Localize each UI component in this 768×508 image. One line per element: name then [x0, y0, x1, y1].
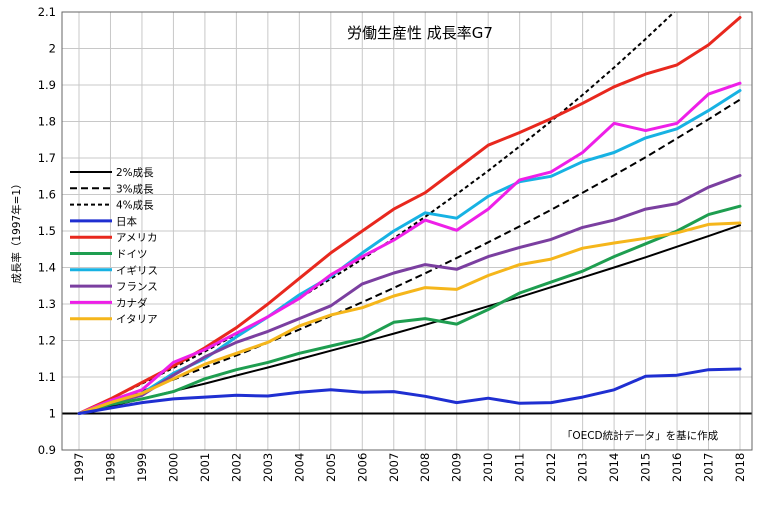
x-axis-ticks: 1997 1998 1999 2000 2001 2002 2003 2004 2005 2006…: [72, 453, 747, 482]
legend-label: 4%成長: [116, 200, 154, 212]
y-tick-label: 0.9: [38, 443, 56, 457]
y-tick-label: 1.1: [38, 370, 56, 384]
legend-label: 2%成長: [116, 167, 154, 179]
x-tick-label: 2002: [229, 453, 243, 482]
y-axis-label: 成長率（1997年=1）: [10, 178, 23, 283]
x-tick-label: 2001: [198, 453, 212, 482]
y-tick-label: 1.5: [38, 224, 56, 238]
x-tick-label: 1997: [72, 453, 86, 482]
x-tick-label: 2009: [450, 453, 464, 482]
series-group: [77, 12, 742, 415]
x-tick-label: 2013: [576, 453, 590, 482]
y-tick-label: 1: [49, 407, 56, 421]
x-tick-label: 2017: [702, 453, 716, 482]
series-line-8: [77, 81, 742, 415]
y-tick-label: 1.3: [38, 297, 56, 311]
x-tick-label: 2004: [292, 453, 306, 482]
legend-label: ドイツ: [116, 249, 148, 261]
x-tick-label: 2000: [166, 453, 180, 482]
x-tick-label: 2007: [387, 453, 401, 482]
x-tick-label: 1998: [103, 453, 117, 482]
legend-label: 日本: [116, 215, 137, 228]
series-line-0: [78, 224, 741, 415]
legend-label: 3%成長: [116, 183, 154, 195]
series-line-7: [77, 174, 742, 415]
x-tick-label: 2006: [355, 453, 369, 482]
y-tick-label: 2.1: [38, 5, 56, 19]
y-tick-label: 1.7: [38, 151, 56, 165]
x-tick-label: 2012: [544, 453, 558, 482]
legend-label: イギリス: [116, 265, 158, 277]
y-tick-label: 1.9: [38, 78, 56, 92]
source-note: 「OECD統計データ」を基に作成: [562, 429, 719, 442]
x-tick-label: 1999: [135, 453, 149, 482]
x-tick-label: 2005: [324, 453, 338, 482]
legend-label: フランス: [116, 281, 158, 293]
x-tick-label: 2015: [639, 453, 653, 482]
x-tick-label: 2014: [607, 453, 621, 482]
legend-label: アメリカ: [116, 232, 157, 244]
y-axis-ticks: 0.9 1 1.1 1.2 1.3 1.4 1.5 1.6 1.7 1.8 1.9 2 2.1: [38, 5, 56, 457]
plot-frame: [61, 11, 753, 451]
y-tick-label: 1.6: [38, 188, 56, 202]
legend-label: イタリア: [116, 314, 158, 326]
y-tick-label: 1.4: [38, 261, 56, 275]
y-tick-label: 1.8: [38, 115, 56, 129]
x-tick-label: 2016: [670, 453, 684, 482]
x-tick-label: 2011: [513, 453, 527, 482]
series-line-3: [77, 367, 742, 415]
y-tick-label: 1.2: [38, 334, 56, 348]
x-tick-label: 2018: [733, 453, 747, 482]
x-tick-label: 2008: [418, 453, 432, 482]
series-line-2: [78, 12, 676, 415]
y-tick-label: 2: [49, 42, 56, 56]
legend-label: カナダ: [116, 296, 148, 309]
series-line-5: [77, 204, 742, 415]
chart-title: 労働生産性 成長率G7: [347, 24, 493, 42]
x-tick-label: 2003: [261, 453, 275, 482]
series-line-1: [78, 98, 741, 415]
x-tick-label: 2010: [481, 453, 495, 482]
series-line-9: [77, 221, 742, 415]
